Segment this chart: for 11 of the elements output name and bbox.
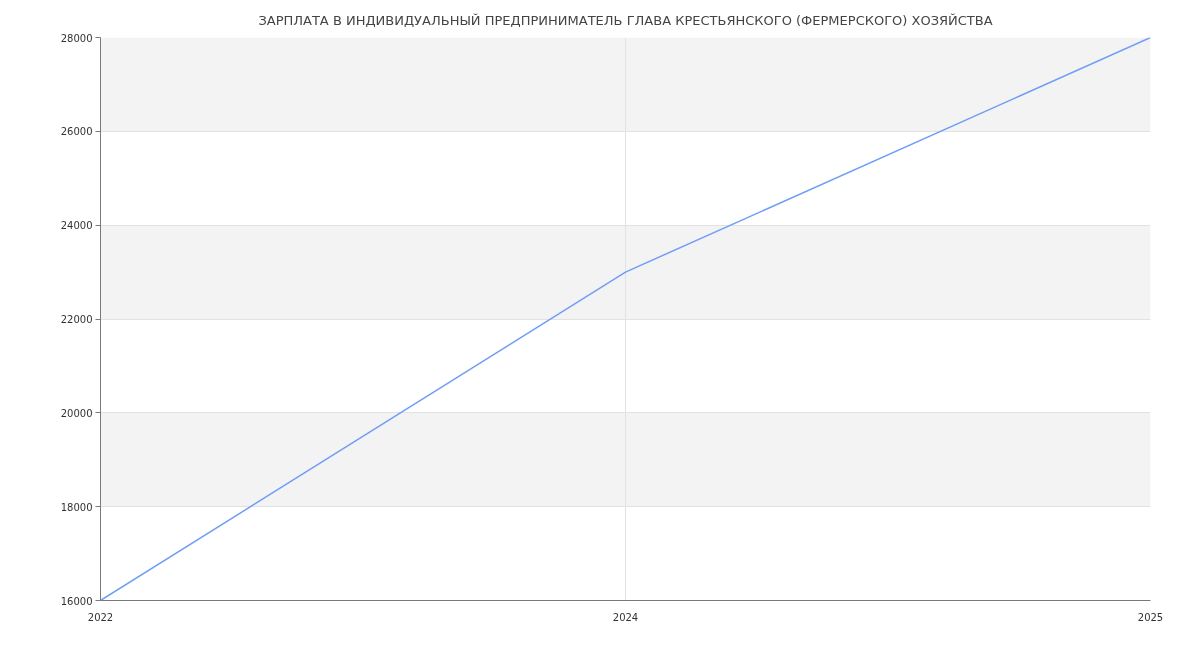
x-tick-label: 2025 [1137, 611, 1164, 623]
y-tick-label: 18000 [60, 501, 93, 513]
chart-title: ЗАРПЛАТА В ИНДИВИДУАЛЬНЫЙ ПРЕДПРИНИМАТЕЛЬ ГЛАВА КРЕСТЬЯНСКОГО (ФЕРМЕРСКОГО) ХОЗЯЙСТВА [258, 12, 993, 28]
y-tick-label: 20000 [60, 407, 93, 419]
x-tick-label: 2022 [87, 611, 114, 623]
y-tick-label: 22000 [60, 314, 93, 325]
y-tick-label: 28000 [60, 32, 93, 44]
y-tick-label: 16000 [60, 595, 93, 607]
x-tick-label: 2024 [612, 611, 639, 623]
y-tick-label: 26000 [60, 126, 93, 138]
y-tick-label: 24000 [60, 220, 93, 232]
